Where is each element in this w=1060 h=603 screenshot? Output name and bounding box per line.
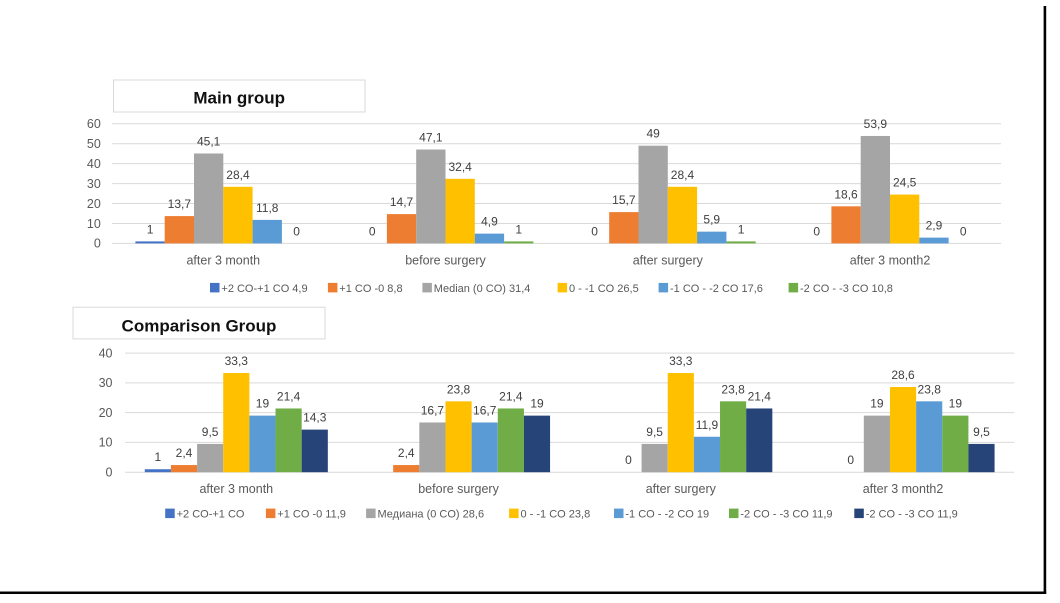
svg-text:11,9: 11,9	[696, 418, 719, 432]
svg-text:-2 CO - -3 CO 10,8: -2 CO - -3 CO 10,8	[800, 283, 893, 295]
svg-text:45,1: 45,1	[197, 135, 221, 149]
svg-text:1: 1	[515, 222, 522, 236]
svg-text:1: 1	[738, 222, 745, 236]
svg-text:Main group: Main group	[193, 89, 285, 108]
svg-text:0 - -1 CO 26,5: 0 - -1 CO 26,5	[569, 283, 639, 295]
svg-text:19: 19	[530, 397, 544, 411]
svg-text:Медиана (0 CO) 28,6: Медиана (0 CO) 28,6	[378, 509, 485, 521]
svg-text:-2 CO - -3 CO 11,9: -2 CO - -3 CO 11,9	[740, 509, 832, 521]
svg-text:before surgery: before surgery	[418, 482, 499, 496]
svg-text:49: 49	[646, 127, 660, 141]
svg-text:4,9: 4,9	[481, 215, 498, 229]
svg-text:28,4: 28,4	[226, 168, 250, 182]
svg-text:after surgery: after surgery	[646, 482, 717, 496]
svg-text:0: 0	[847, 453, 854, 467]
svg-text:20: 20	[87, 197, 101, 211]
svg-text:0: 0	[960, 224, 967, 238]
svg-text:after 3 month2: after 3 month2	[863, 482, 944, 496]
svg-text:30: 30	[87, 177, 101, 191]
svg-text:after surgery: after surgery	[633, 254, 704, 268]
svg-text:21,4: 21,4	[748, 389, 772, 403]
svg-text:0: 0	[293, 224, 300, 238]
svg-text:18,6: 18,6	[834, 187, 858, 201]
svg-text:33,3: 33,3	[669, 354, 693, 368]
svg-text:28,6: 28,6	[891, 368, 915, 382]
svg-text:before surgery: before surgery	[405, 254, 486, 268]
svg-text:2,9: 2,9	[926, 219, 943, 233]
svg-text:33,3: 33,3	[225, 354, 249, 368]
svg-text:-1 CO - -2 CO 19: -1 CO - -2 CO 19	[625, 509, 709, 521]
svg-text:+2 CO-+1 CO 4,9: +2 CO-+1 CO 4,9	[221, 283, 307, 295]
svg-text:15,7: 15,7	[612, 193, 636, 207]
svg-text:Median (0 CO) 31,4: Median (0 CO) 31,4	[434, 283, 531, 295]
svg-text:9,5: 9,5	[973, 425, 990, 439]
svg-text:5,9: 5,9	[703, 213, 720, 227]
svg-text:19: 19	[949, 397, 963, 411]
svg-text:60: 60	[87, 117, 101, 131]
svg-text:19: 19	[870, 397, 884, 411]
svg-text:9,5: 9,5	[646, 425, 663, 439]
svg-text:0: 0	[106, 466, 113, 480]
svg-text:30: 30	[99, 376, 113, 390]
svg-text:10: 10	[87, 217, 101, 231]
svg-text:23,8: 23,8	[447, 382, 471, 396]
svg-text:0 - -1 CO 23,8: 0 - -1 CO 23,8	[521, 509, 591, 521]
svg-text:0: 0	[94, 237, 101, 251]
svg-text:0: 0	[625, 453, 632, 467]
svg-text:50: 50	[87, 137, 101, 151]
svg-text:1: 1	[147, 222, 154, 236]
svg-text:21,4: 21,4	[499, 389, 523, 403]
svg-text:after 3 month: after 3 month	[199, 482, 273, 496]
svg-text:16,7: 16,7	[473, 403, 497, 417]
svg-text:+2 CO-+1 CO: +2 CO-+1 CO	[177, 509, 245, 521]
svg-text:11,8: 11,8	[256, 201, 279, 215]
svg-text:0: 0	[813, 224, 820, 238]
svg-text:23,8: 23,8	[721, 382, 745, 396]
svg-text:14,7: 14,7	[390, 195, 414, 209]
svg-text:2,4: 2,4	[176, 446, 193, 460]
svg-text:14,3: 14,3	[303, 411, 327, 425]
svg-text:9,5: 9,5	[202, 425, 219, 439]
svg-text:40: 40	[99, 346, 113, 360]
svg-text:53,9: 53,9	[864, 117, 888, 131]
svg-text:10: 10	[99, 436, 113, 450]
svg-text:+1 CO -0 8,8: +1 CO -0 8,8	[339, 283, 402, 295]
svg-text:32,4: 32,4	[448, 160, 472, 174]
svg-text:-2 CO - -3 CO 11,9: -2 CO - -3 CO 11,9	[866, 509, 958, 521]
svg-text:13,7: 13,7	[168, 197, 192, 211]
svg-text:47,1: 47,1	[419, 131, 443, 145]
svg-text:21,4: 21,4	[277, 389, 301, 403]
svg-text:after 3 month2: after 3 month2	[850, 254, 931, 268]
svg-text:23,8: 23,8	[918, 382, 942, 396]
svg-text:16,7: 16,7	[421, 403, 445, 417]
svg-text:0: 0	[369, 224, 376, 238]
svg-text:40: 40	[87, 157, 101, 171]
svg-text:Comparison Group: Comparison Group	[122, 317, 277, 336]
svg-text:24,5: 24,5	[893, 176, 917, 190]
svg-text:+1 CO -0 11,9: +1 CO -0 11,9	[277, 509, 346, 521]
svg-text:after 3 month: after 3 month	[186, 254, 260, 268]
svg-text:20: 20	[99, 406, 113, 420]
svg-text:28,4: 28,4	[671, 168, 695, 182]
svg-text:1: 1	[155, 450, 162, 464]
svg-text:19: 19	[256, 397, 270, 411]
svg-text:0: 0	[591, 224, 598, 238]
svg-text:2,4: 2,4	[398, 446, 415, 460]
svg-text:-1 CO - -2 CO 17,6: -1 CO - -2 CO 17,6	[670, 283, 763, 295]
